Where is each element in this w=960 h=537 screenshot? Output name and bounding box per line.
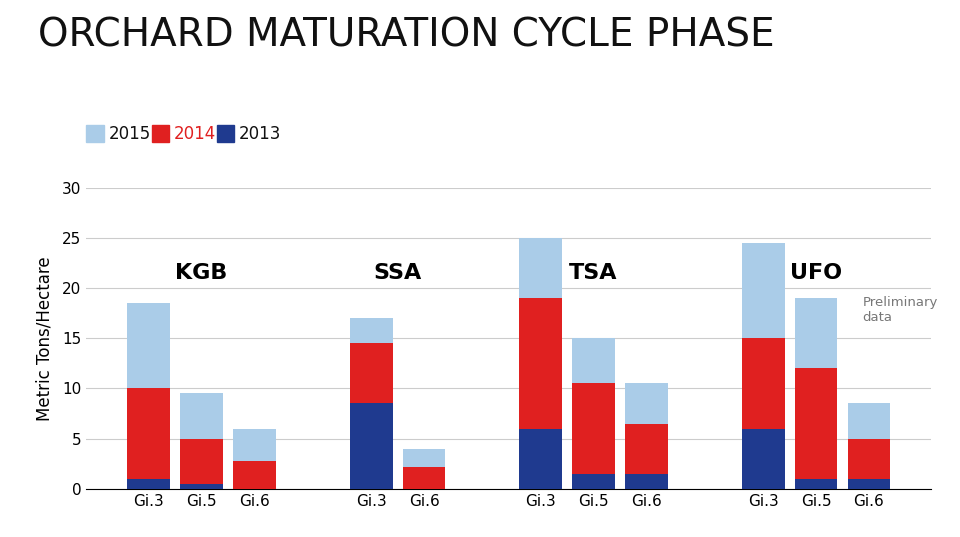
Text: 2014: 2014: [174, 125, 216, 143]
Bar: [233, 461, 276, 489]
Bar: [625, 474, 668, 489]
Y-axis label: Metric Tons/Hectare: Metric Tons/Hectare: [36, 256, 54, 420]
Bar: [233, 429, 276, 461]
Text: Preliminary
data: Preliminary data: [863, 296, 938, 324]
Bar: [180, 484, 223, 489]
Text: SSA: SSA: [373, 263, 421, 283]
Bar: [349, 343, 393, 403]
Bar: [519, 298, 563, 429]
Bar: [625, 383, 668, 424]
Bar: [795, 478, 837, 489]
Bar: [349, 318, 393, 343]
Bar: [402, 467, 445, 489]
Bar: [128, 478, 170, 489]
Bar: [848, 403, 890, 439]
Text: 2013: 2013: [239, 125, 281, 143]
Bar: [795, 368, 837, 478]
Text: ORCHARD MATURATION CYCLE PHASE: ORCHARD MATURATION CYCLE PHASE: [38, 16, 775, 54]
Bar: [572, 383, 615, 474]
Bar: [742, 429, 784, 489]
Bar: [848, 478, 890, 489]
Bar: [848, 439, 890, 478]
Text: KGB: KGB: [176, 263, 228, 283]
Bar: [519, 238, 563, 298]
Bar: [519, 429, 563, 489]
Bar: [402, 448, 445, 467]
Bar: [180, 394, 223, 439]
Bar: [742, 243, 784, 338]
Bar: [128, 303, 170, 388]
Text: TSA: TSA: [569, 263, 618, 283]
Bar: [128, 388, 170, 478]
Text: UFO: UFO: [790, 263, 842, 283]
Bar: [795, 298, 837, 368]
Text: 2015: 2015: [108, 125, 151, 143]
Bar: [625, 424, 668, 474]
Bar: [180, 439, 223, 484]
Bar: [349, 403, 393, 489]
Bar: [742, 338, 784, 429]
Bar: [572, 474, 615, 489]
Bar: [572, 338, 615, 383]
